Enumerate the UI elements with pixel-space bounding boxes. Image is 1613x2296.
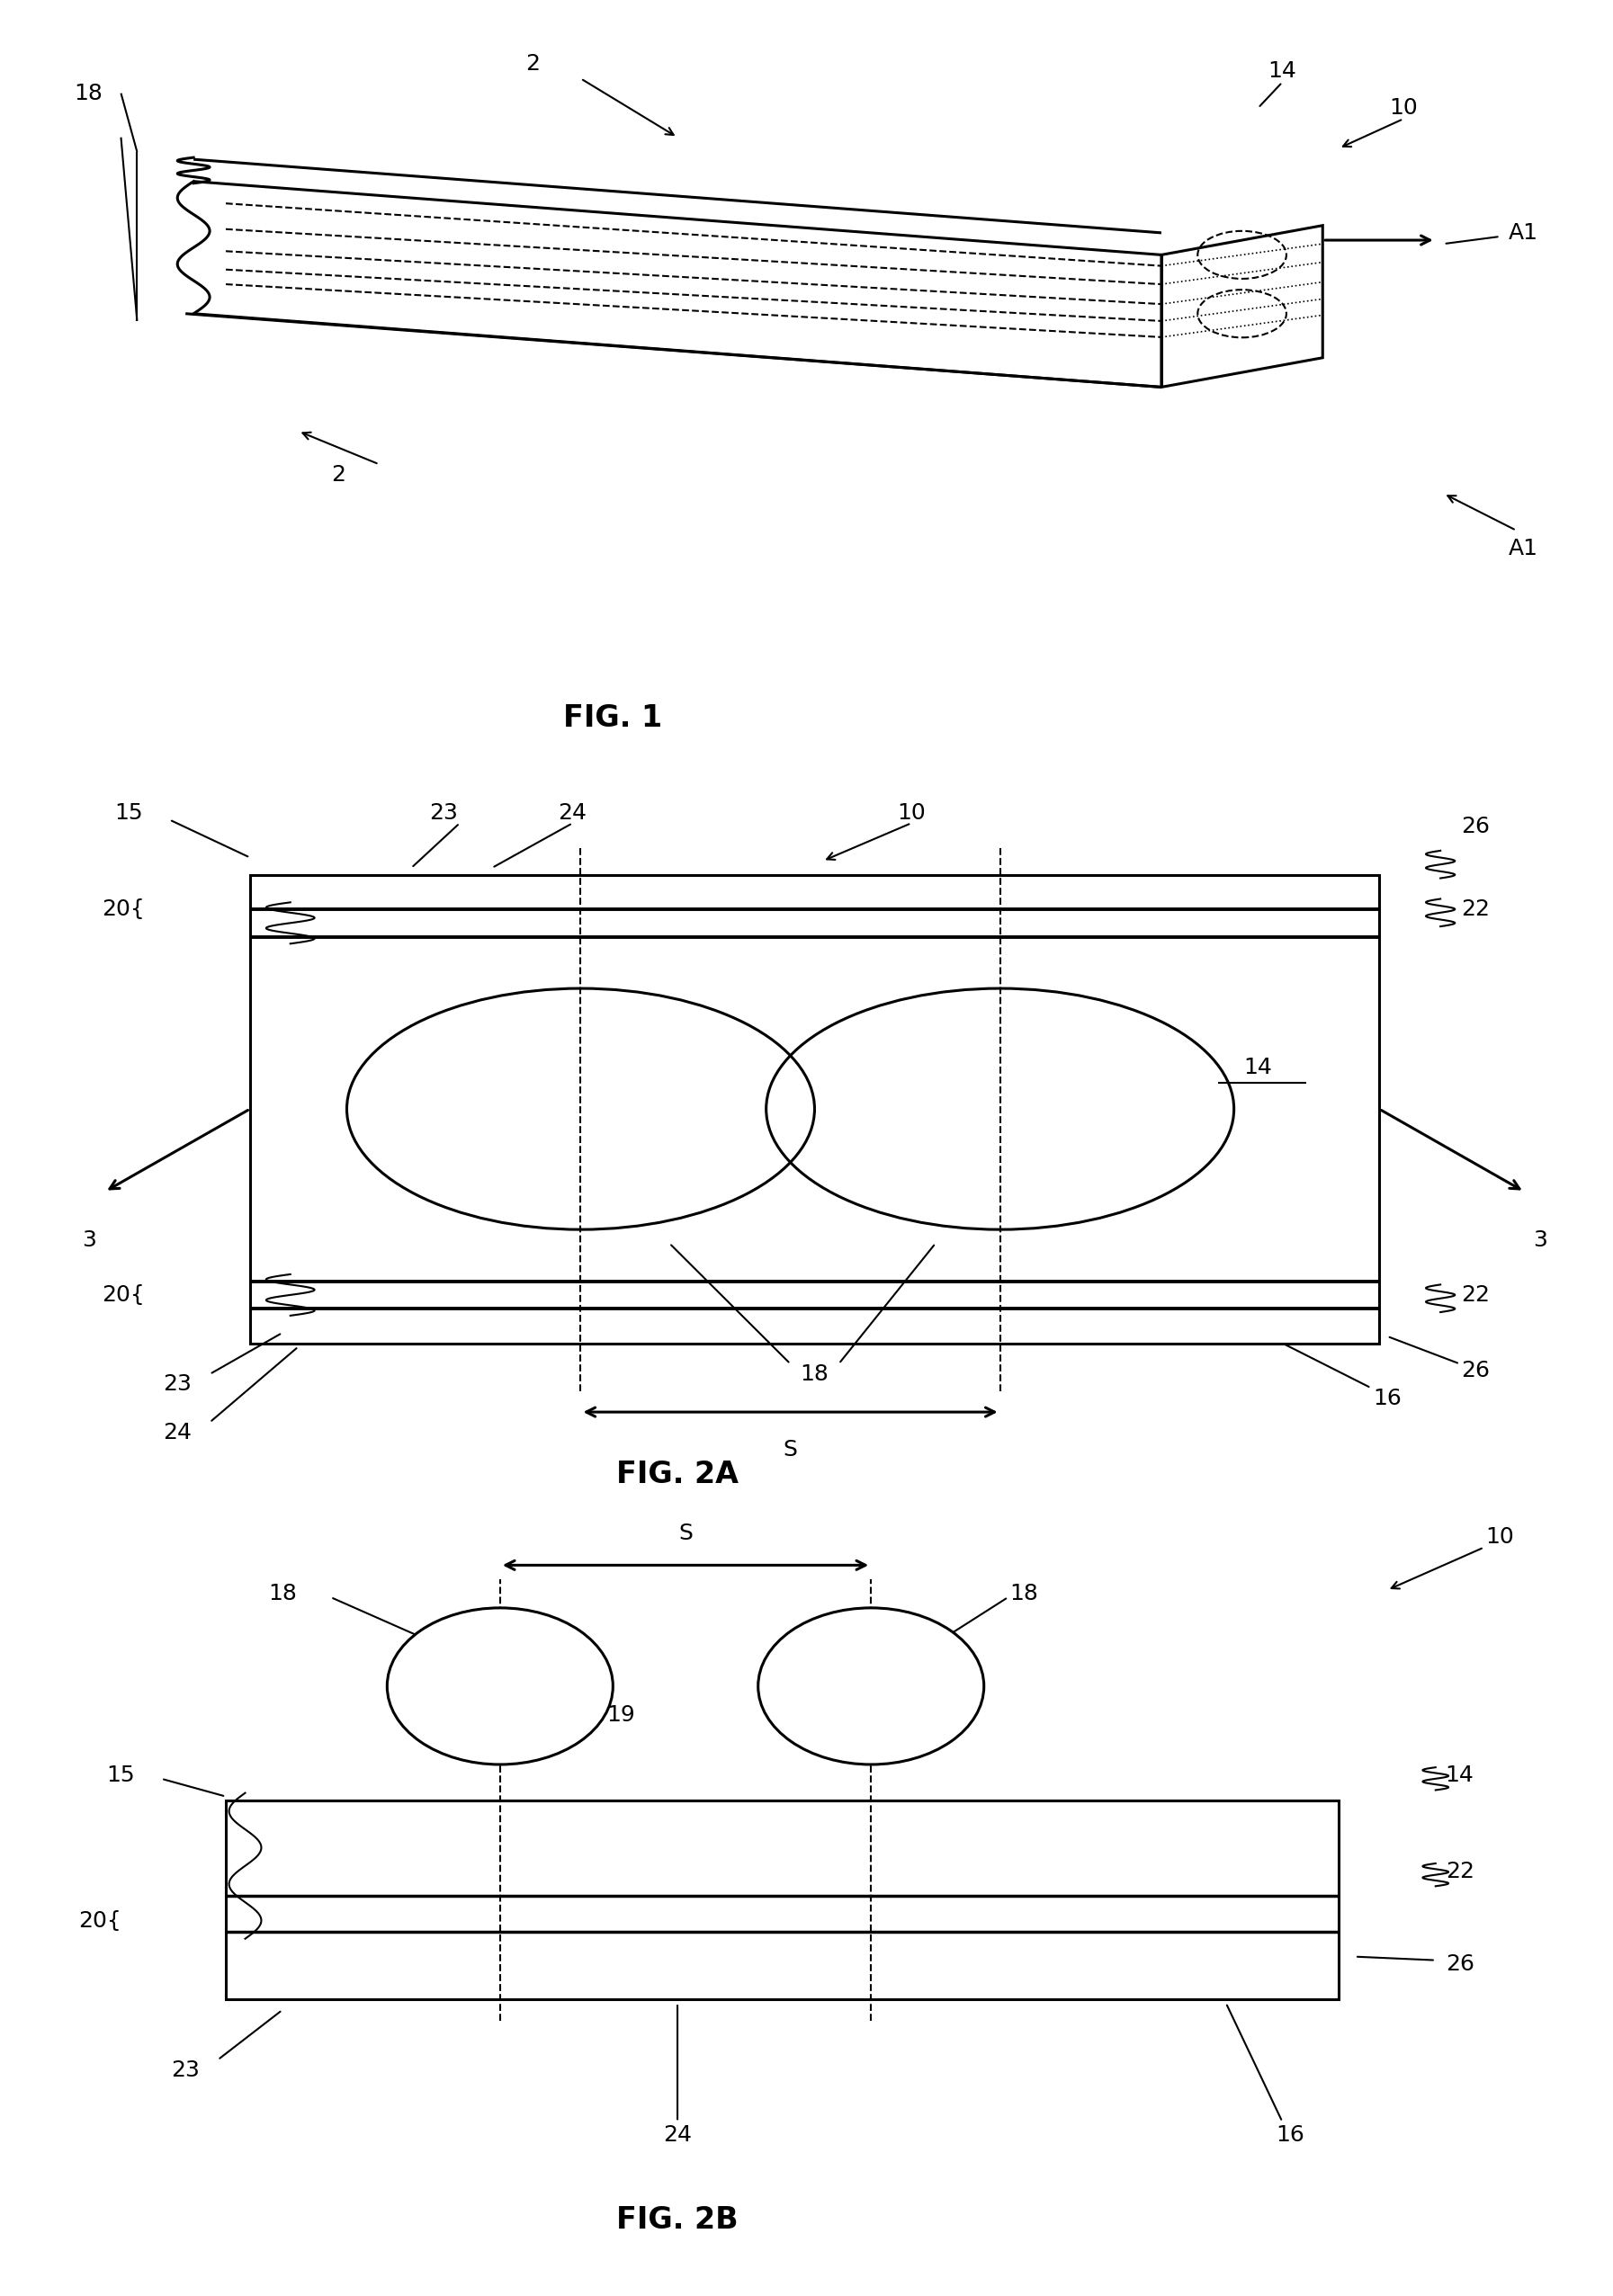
- Text: 2: 2: [526, 53, 539, 76]
- Text: 19: 19: [929, 1704, 958, 1727]
- Text: 18: 18: [1010, 1582, 1039, 1605]
- Text: 23: 23: [171, 2060, 200, 2082]
- Bar: [226, 1800, 1339, 2000]
- Text: FIG. 1: FIG. 1: [563, 703, 663, 732]
- Text: 20{: 20{: [102, 1283, 145, 1306]
- Text: 22: 22: [1461, 898, 1490, 921]
- Text: 15: 15: [115, 801, 144, 824]
- Text: 10: 10: [897, 801, 926, 824]
- Text: 16: 16: [1276, 2124, 1305, 2144]
- Text: A1: A1: [1508, 223, 1537, 243]
- Bar: [250, 875, 1379, 1343]
- Text: S: S: [784, 1440, 797, 1460]
- Text: 23: 23: [429, 801, 458, 824]
- Text: 3: 3: [1534, 1228, 1547, 1251]
- Text: 20{: 20{: [102, 898, 145, 921]
- Text: 2: 2: [332, 464, 345, 487]
- Text: 26: 26: [1461, 815, 1490, 838]
- Text: 14: 14: [1268, 60, 1297, 83]
- Text: 14: 14: [1244, 1056, 1273, 1079]
- Text: 23: 23: [163, 1373, 192, 1396]
- Text: 3: 3: [82, 1228, 95, 1251]
- Text: 19: 19: [606, 1704, 636, 1727]
- Text: 14: 14: [1445, 1763, 1474, 1786]
- Text: FIG. 2B: FIG. 2B: [616, 2204, 739, 2234]
- Text: 20{: 20{: [77, 1910, 121, 1931]
- Ellipse shape: [387, 1607, 613, 1766]
- Text: 15: 15: [106, 1763, 135, 1786]
- Text: 18: 18: [268, 1582, 297, 1605]
- Text: 26: 26: [1445, 1954, 1474, 1975]
- Ellipse shape: [758, 1607, 984, 1766]
- Text: 24: 24: [663, 2124, 692, 2144]
- Text: 22: 22: [1461, 1283, 1490, 1306]
- Text: 26: 26: [1461, 1359, 1490, 1382]
- Text: FIG. 2A: FIG. 2A: [616, 1460, 739, 1488]
- Text: 10: 10: [1389, 96, 1418, 119]
- Text: 24: 24: [558, 801, 587, 824]
- Text: S: S: [679, 1522, 692, 1543]
- Text: 24: 24: [163, 1421, 192, 1444]
- Text: 18: 18: [74, 83, 103, 103]
- Text: 22: 22: [1445, 1860, 1474, 1883]
- Text: A1: A1: [1508, 537, 1537, 560]
- Text: 18: 18: [800, 1364, 829, 1384]
- Text: 10: 10: [1486, 1527, 1515, 1548]
- Text: 16: 16: [1373, 1387, 1402, 1410]
